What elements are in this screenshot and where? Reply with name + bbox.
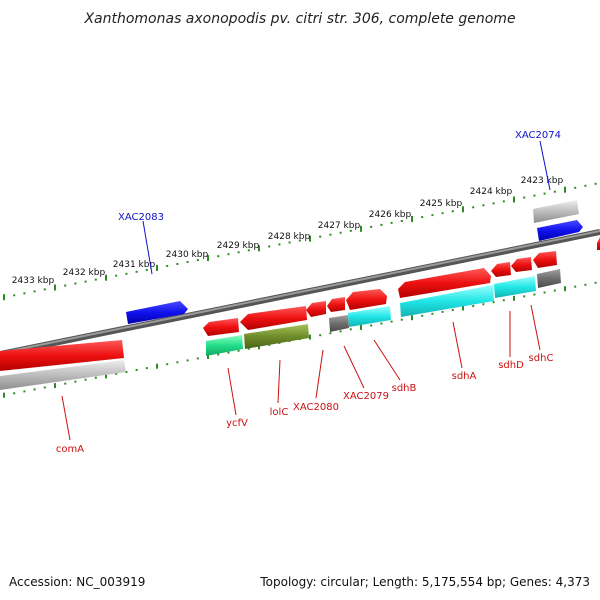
gene-sdhC-arrow [511,257,532,272]
scale-label-2425: 2425 kbp [420,199,463,209]
feature-XAC2074-lightgray [533,200,579,223]
gene-labels: XAC2074 XAC2083 comA ycfV lolC XAC2080 X… [56,130,561,455]
scale-labels: 2423 kbp 2424 kbp 2425 kbp 2426 kbp 2427… [12,176,564,286]
gene-XAC2074-arrow [537,220,583,241]
scale-label-2428: 2428 kbp [268,232,311,242]
leader-comA [61,395,71,441]
leader-sdhB [373,339,401,381]
scale-label-2429: 2429 kbp [217,241,260,251]
scale-label-2426: 2426 kbp [369,210,412,220]
gene-edge-red-arrow [597,237,600,250]
map-title: Xanthomonas axonopodis pv. citri str. 30… [83,11,515,27]
label-XAC2083[interactable]: XAC2083 [118,212,164,223]
scale-label-2431: 2431 kbp [113,260,156,270]
feature-XAC2080-gray [329,315,349,332]
topology-text: Topology: circular; Length: 5,175,554 bp… [259,575,590,589]
gene-comA-arrow [0,340,124,371]
label-lolC[interactable]: lolC [270,407,289,418]
gene-lolC-arrow [240,306,307,330]
gene-XAC2080-arrow [306,301,326,317]
feature-comA-lightgray [0,360,126,390]
label-sdhD[interactable]: sdhD [498,360,524,371]
feature-sdhA-cyan [400,285,494,317]
leader-lines [61,140,551,441]
leader-sdhC [530,304,541,351]
accession-text: Accession: NC_003919 [9,575,145,589]
feature-ycfV-green [206,335,243,356]
feature-sdhB-cyan [348,306,391,327]
label-sdhA[interactable]: sdhA [452,371,477,382]
scale-ticks-lower [3,281,597,398]
label-sdhC[interactable]: sdhC [529,353,554,364]
gene-sdhB-arrow [346,289,387,310]
gene-ycfV-arrow [203,318,239,336]
leader-XAC2074 [539,140,551,191]
gene-features [0,200,600,390]
scale-label-2427: 2427 kbp [318,221,361,231]
gene-right-red-arrow [533,251,557,268]
leader-ycfV [227,367,237,416]
label-ycfV[interactable]: ycfV [226,418,248,429]
scale-label-2433: 2433 kbp [12,276,55,286]
label-sdhB[interactable]: sdhB [392,383,417,394]
label-XAC2079[interactable]: XAC2079 [343,391,389,402]
scale-ticks-upper [3,182,597,301]
scale-label-2432: 2432 kbp [63,268,106,278]
leader-XAC2083 [142,220,153,275]
label-XAC2080[interactable]: XAC2080 [293,402,339,413]
gene-XAC2083-arrow [126,301,188,324]
label-comA[interactable]: comA [56,444,84,455]
leader-XAC2079 [343,345,365,389]
scale-label-2424: 2424 kbp [470,187,513,197]
scale-label-2423: 2423 kbp [521,176,564,186]
gene-sdhD-arrow [491,262,511,277]
gene-sdhA-arrow [398,268,491,298]
gene-XAC2079-arrow [327,297,345,312]
feature-sdhD-cyan [494,276,536,298]
feature-sdhC-gray [537,269,561,288]
leader-sdhA [452,321,463,369]
leader-lolC [277,359,281,404]
genome-backbone [0,229,600,357]
label-XAC2074[interactable]: XAC2074 [515,130,561,141]
leader-XAC2080 [315,349,324,399]
scale-label-2430: 2430 kbp [166,250,209,260]
feature-lolC-olive [244,324,309,349]
